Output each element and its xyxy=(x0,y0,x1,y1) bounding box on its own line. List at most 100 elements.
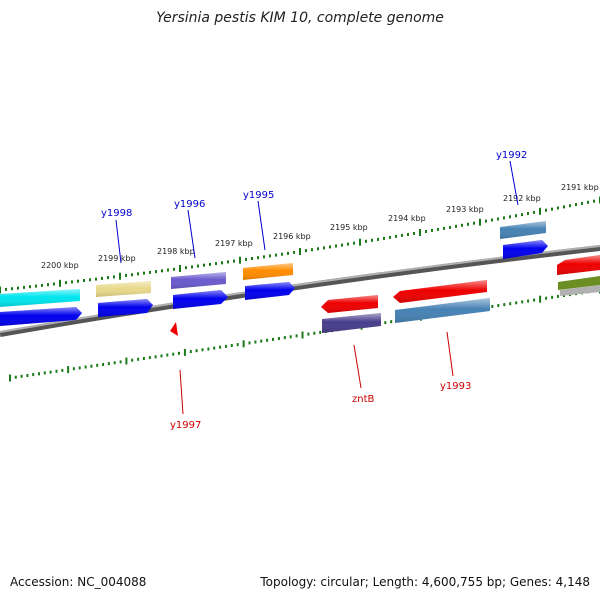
ruler-tick-minor xyxy=(431,228,433,232)
ruler-label: 2193 kbp xyxy=(446,205,484,214)
ruler-tick-minor xyxy=(131,273,133,277)
ruler-tick-minor xyxy=(272,337,274,341)
ruler-tick-minor xyxy=(161,269,163,273)
ruler-tick-minor xyxy=(142,357,145,360)
ruler-tick-minor xyxy=(533,298,536,302)
ruler-tick-major xyxy=(359,238,361,246)
ruler-tick-minor xyxy=(23,285,25,289)
ruler-tick-minor xyxy=(319,330,322,334)
ruler-tick-minor xyxy=(173,267,175,271)
ruler-tick-minor xyxy=(254,340,257,344)
ruler-tick-minor xyxy=(317,247,319,251)
ruler-tick-minor xyxy=(407,233,409,236)
feature-olive[interactable] xyxy=(558,276,600,290)
gene-label-y1996[interactable]: y1996 xyxy=(174,199,205,210)
gene-label-y1998[interactable]: y1998 xyxy=(101,208,132,219)
ruler-tick-minor xyxy=(389,235,391,239)
ruler-tick-minor xyxy=(545,208,547,212)
ruler-tick-minor xyxy=(383,236,385,240)
ruler-tick-minor xyxy=(137,357,140,361)
ruler-tick-minor xyxy=(167,268,169,272)
ruler-tick-minor xyxy=(83,279,85,282)
ruler-tick-minor xyxy=(71,280,73,284)
ruler-tick-major xyxy=(125,357,128,365)
ruler-tick-minor xyxy=(395,234,397,238)
leader-line xyxy=(509,160,519,206)
ruler-tick-minor xyxy=(32,373,35,377)
ruler-tick-minor xyxy=(485,219,487,223)
ruler-tick-minor xyxy=(545,296,548,300)
ruler-tick-minor xyxy=(131,358,134,362)
ruler-tick-minor xyxy=(581,202,583,205)
ruler-tick-minor xyxy=(5,287,7,291)
ruler-tick-minor xyxy=(266,338,269,342)
ruler-label: 2199 kbp xyxy=(98,254,136,263)
ruler-tick-minor xyxy=(521,213,523,217)
ruler-tick-minor xyxy=(335,244,337,248)
ruler-tick-minor xyxy=(41,283,43,287)
ruler-tick-minor xyxy=(102,363,105,366)
ruler-tick-minor xyxy=(515,301,518,305)
leader-line xyxy=(179,369,184,415)
gene-label-y1993[interactable]: y1993 xyxy=(440,381,471,392)
ruler-tick-minor xyxy=(425,230,427,233)
ruler-tick-major xyxy=(9,374,11,382)
ruler-tick-minor xyxy=(563,205,565,209)
ruler-label: 2194 kbp xyxy=(388,214,426,223)
ruler-tick-minor xyxy=(390,320,393,324)
ruler-tick-minor xyxy=(29,285,31,289)
ruler-tick-major xyxy=(539,295,542,303)
ruler-tick-minor xyxy=(384,321,387,325)
map-title: Yersinia pestis KIM 10, complete genome xyxy=(156,10,444,26)
ruler-tick-minor xyxy=(113,275,115,279)
ruler-tick-major xyxy=(67,366,70,374)
ruler-tick-major xyxy=(299,248,301,255)
ruler-tick-minor xyxy=(155,270,157,274)
ruler-tick-minor xyxy=(148,356,151,360)
leader-line xyxy=(115,219,122,264)
ruler-tick-minor xyxy=(149,270,151,274)
feature-grey[interactable] xyxy=(560,285,600,296)
ruler-tick-major xyxy=(239,256,241,264)
ruler-tick-minor xyxy=(313,331,316,335)
ruler-tick-minor xyxy=(329,245,331,249)
ruler-tick-minor xyxy=(215,262,217,266)
ruler-tick-minor xyxy=(269,254,271,258)
ruler-tick-minor xyxy=(575,203,577,207)
feature-red-small[interactable] xyxy=(170,322,178,336)
ruler-tick-minor xyxy=(497,217,499,221)
ruler-tick-minor xyxy=(437,227,439,231)
ruler-tick-minor xyxy=(209,262,211,266)
ruler-tick-minor xyxy=(172,352,175,356)
ruler-tick-minor xyxy=(225,344,227,348)
ruler-tick-minor xyxy=(515,214,517,218)
ruler-tick-minor xyxy=(503,216,505,220)
ruler-tick-minor xyxy=(219,345,222,349)
feature-track-lower xyxy=(170,280,490,336)
ruler-tick-minor xyxy=(53,282,55,286)
gene-label-y1997[interactable]: y1997 xyxy=(170,420,201,431)
ruler-tick-major xyxy=(0,286,1,294)
ruler-tick-minor xyxy=(201,348,204,352)
ruler-tick-minor xyxy=(449,225,451,229)
ruler-tick-minor xyxy=(154,355,157,359)
ruler-tick-minor xyxy=(119,360,122,364)
ruler-tick-minor xyxy=(353,241,355,245)
ruler-tick-minor xyxy=(26,374,29,377)
ruler-tick-minor xyxy=(191,265,193,269)
ruler-tick-major xyxy=(59,279,61,287)
leader-line xyxy=(187,209,196,259)
ruler-tick-minor xyxy=(207,347,210,351)
ruler-tick-minor xyxy=(287,251,289,255)
ruler-tick-minor xyxy=(185,266,187,270)
gene-label-zntB[interactable]: zntB xyxy=(352,394,375,405)
leader-line xyxy=(353,344,362,389)
gene-label-y1995[interactable]: y1995 xyxy=(243,190,274,201)
ruler-tick-minor xyxy=(96,363,99,367)
ruler-tick-major xyxy=(119,272,121,280)
gene-label-y1992[interactable]: y1992 xyxy=(496,150,527,161)
ruler-tick-minor xyxy=(248,341,251,345)
ruler-tick-minor xyxy=(587,200,589,204)
ruler-tick-minor xyxy=(197,264,199,268)
